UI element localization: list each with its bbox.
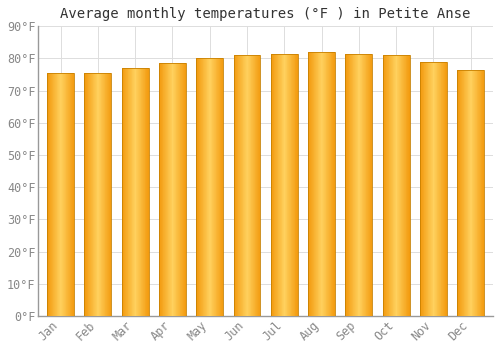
Title: Average monthly temperatures (°F ) in Petite Anse: Average monthly temperatures (°F ) in Pe… [60,7,471,21]
Bar [308,52,335,316]
Bar [271,54,297,316]
Bar [458,70,484,316]
Bar [196,58,223,316]
Bar [122,68,148,316]
Bar [346,54,372,316]
Bar [47,73,74,316]
Bar [234,55,260,316]
Bar [420,62,447,316]
Bar [382,55,409,316]
Bar [159,63,186,316]
Bar [84,73,112,316]
